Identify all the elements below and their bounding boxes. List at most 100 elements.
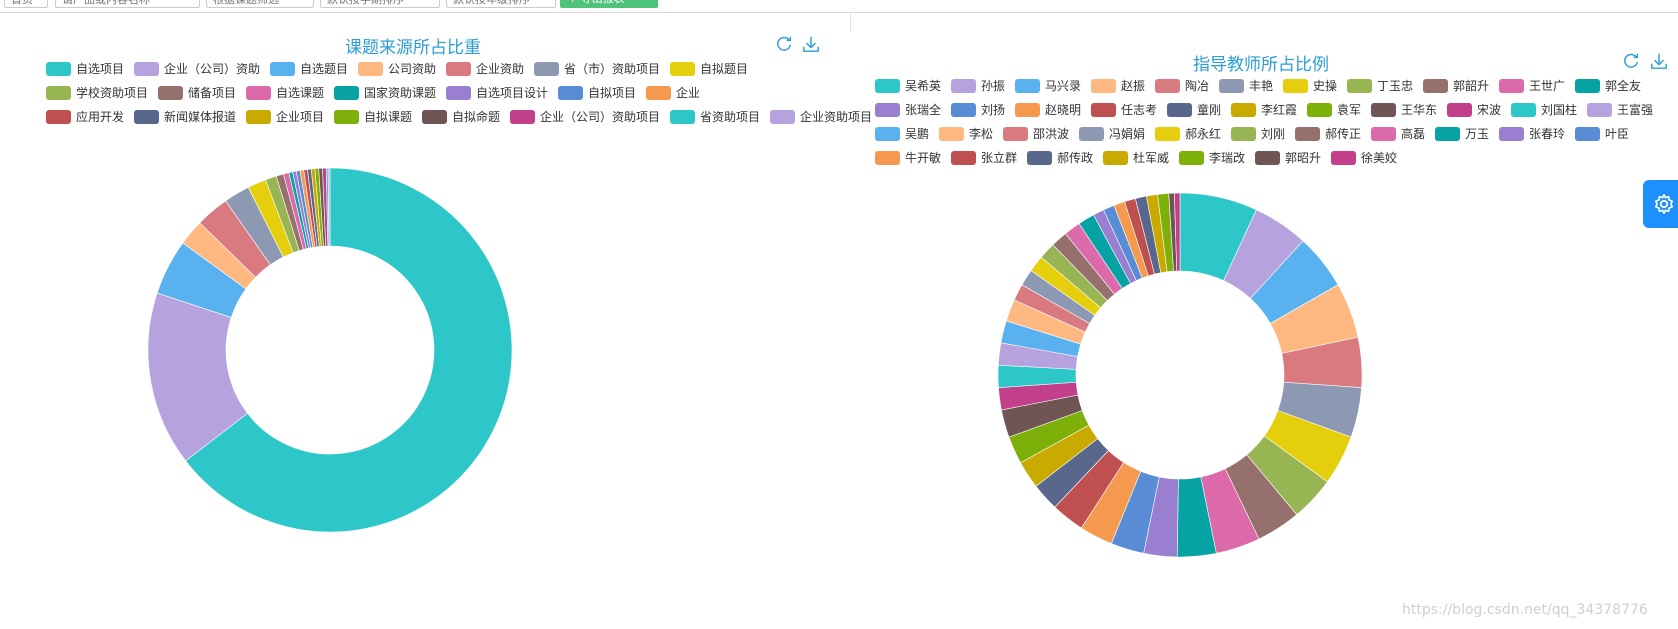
legend-item[interactable]: 郝传正 xyxy=(1295,125,1361,142)
legend-label: 自拟题目 xyxy=(700,62,749,76)
toolbar-select-5[interactable]: 默认按年级排序 xyxy=(446,0,556,8)
legend-swatch xyxy=(270,61,295,76)
download-icon[interactable] xyxy=(802,35,820,53)
legend-item[interactable]: 高磊 xyxy=(1371,125,1425,142)
legend-item[interactable]: 郝传政 xyxy=(1027,149,1093,166)
legend-label: 国家资助课题 xyxy=(364,86,437,100)
legend-swatch xyxy=(1575,78,1600,93)
legend-item[interactable]: 万玉 xyxy=(1435,125,1489,142)
legend-item[interactable]: 新闻媒体报道 xyxy=(134,108,236,125)
legend-item[interactable]: 企业资助项目 xyxy=(770,108,872,125)
legend-item[interactable]: 李瑞改 xyxy=(1179,149,1245,166)
legend-item[interactable]: 省资助项目 xyxy=(670,108,760,125)
legend-item[interactable]: 任志考 xyxy=(1091,101,1157,118)
legend-item[interactable]: 企业（公司）资助项目 xyxy=(510,108,660,125)
legend-item[interactable]: 自拟项目 xyxy=(558,84,636,101)
legend-item[interactable]: 赵晓明 xyxy=(1015,101,1081,118)
legend-label: 袁军 xyxy=(1337,103,1362,117)
legend-item[interactable]: 李松 xyxy=(939,125,993,142)
legend-item[interactable]: 杜军威 xyxy=(1103,149,1169,166)
legend-item[interactable]: 自选项目 xyxy=(46,60,124,77)
legend-swatch xyxy=(875,102,900,117)
legend-item[interactable]: 企业 xyxy=(646,84,700,101)
legend-item[interactable]: 刘扬 xyxy=(951,101,1005,118)
legend-item[interactable]: 史操 xyxy=(1283,77,1337,94)
legend-item[interactable]: 刘国柱 xyxy=(1511,101,1577,118)
donut-slice[interactable] xyxy=(327,167,331,247)
legend-item[interactable]: 储备项目 xyxy=(158,84,236,101)
panel-divider xyxy=(850,14,851,32)
legend-swatch xyxy=(334,85,359,100)
legend-item[interactable]: 丁玉忠 xyxy=(1347,77,1413,94)
legend-item[interactable]: 公司资助 xyxy=(358,60,436,77)
legend-item[interactable]: 马兴录 xyxy=(1015,77,1081,94)
legend-item[interactable]: 学校资助项目 xyxy=(46,84,148,101)
legend-item[interactable]: 吴鹏 xyxy=(875,125,929,142)
legend-item[interactable]: 郭韶升 xyxy=(1423,77,1489,94)
legend-item[interactable]: 牛开敏 xyxy=(875,149,941,166)
legend-item[interactable]: 企业项目 xyxy=(246,108,324,125)
legend-item[interactable]: 郝永红 xyxy=(1155,125,1221,142)
legend-swatch xyxy=(1255,150,1280,165)
legend-item[interactable]: 自选课题 xyxy=(246,84,324,101)
legend-item[interactable]: 李红霞 xyxy=(1231,101,1297,118)
legend-item[interactable]: 自拟课题 xyxy=(334,108,412,125)
legend-item[interactable]: 吴希英 xyxy=(875,77,941,94)
legend-item[interactable]: 张立群 xyxy=(951,149,1017,166)
legend-item[interactable]: 王世广 xyxy=(1499,77,1565,94)
legend-item[interactable]: 应用开发 xyxy=(46,108,124,125)
legend-swatch xyxy=(1307,102,1332,117)
legend-item[interactable]: 邵洪波 xyxy=(1003,125,1069,142)
toolbar-select-1[interactable]: 首页 xyxy=(4,0,48,8)
donut-chart-left xyxy=(147,167,513,533)
legend-item[interactable]: 王富强 xyxy=(1587,101,1653,118)
legend-item[interactable]: 徐美姣 xyxy=(1331,149,1397,166)
legend-label: 企业 xyxy=(676,86,701,100)
settings-button[interactable] xyxy=(1643,180,1678,228)
legend-label: 企业项目 xyxy=(276,110,325,124)
legend-label: 童刚 xyxy=(1197,103,1222,117)
legend-item[interactable]: 自选题目 xyxy=(270,60,348,77)
legend-item[interactable]: 童刚 xyxy=(1167,101,1221,118)
legend-item[interactable]: 陶冶 xyxy=(1155,77,1209,94)
legend-item[interactable]: 王华东 xyxy=(1371,101,1437,118)
legend-item[interactable]: 孙振 xyxy=(951,77,1005,94)
legend-item[interactable]: 企业（公司）资助 xyxy=(134,60,260,77)
legend-item[interactable]: 丰艳 xyxy=(1219,77,1273,94)
donut-slice[interactable] xyxy=(185,167,513,533)
legend-item[interactable]: 自拟命题 xyxy=(422,108,500,125)
legend-item[interactable]: 刘刚 xyxy=(1231,125,1285,142)
legend-item[interactable]: 郭全友 xyxy=(1575,77,1641,94)
toolbar-select-3[interactable]: 根据课题筛选 xyxy=(206,0,314,8)
legend-swatch xyxy=(1499,78,1524,93)
refresh-icon[interactable] xyxy=(775,35,793,53)
refresh-icon[interactable] xyxy=(1622,52,1640,70)
legend-swatch xyxy=(1575,126,1600,141)
donut-slice[interactable] xyxy=(1174,192,1181,272)
legend-label: 自拟课题 xyxy=(364,110,413,124)
legend-item[interactable]: 企业资助 xyxy=(446,60,524,77)
legend-swatch xyxy=(1231,126,1256,141)
legend-label: 企业（公司）资助项目 xyxy=(540,110,661,124)
toolbar-select-4[interactable]: 默认按学期排序 xyxy=(320,0,440,8)
legend-swatch xyxy=(646,85,671,100)
legend-item[interactable]: 宋波 xyxy=(1447,101,1501,118)
legend-item[interactable]: 赵振 xyxy=(1091,77,1145,94)
legend-item[interactable]: 张春玲 xyxy=(1499,125,1565,142)
legend-item[interactable]: 冯娟娟 xyxy=(1079,125,1145,142)
download-icon[interactable] xyxy=(1650,52,1668,70)
legend-item[interactable]: 叶臣 xyxy=(1575,125,1629,142)
toolbar-select-2[interactable]: 请产品或内容名称 xyxy=(55,0,200,8)
legend-label: 企业资助项目 xyxy=(800,110,873,124)
export-button[interactable]: + 导出报表 xyxy=(560,0,658,8)
legend-item[interactable]: 郭昭升 xyxy=(1255,149,1321,166)
legend-item[interactable]: 自拟题目 xyxy=(670,60,748,77)
legend-item[interactable]: 张瑞全 xyxy=(875,101,941,118)
legend-swatch xyxy=(1423,78,1448,93)
legend-item[interactable]: 国家资助课题 xyxy=(334,84,436,101)
legend-swatch xyxy=(1283,78,1308,93)
legend-swatch xyxy=(558,85,583,100)
legend-item[interactable]: 袁军 xyxy=(1307,101,1361,118)
legend-item[interactable]: 自选项目设计 xyxy=(446,84,548,101)
legend-item[interactable]: 省（市）资助项目 xyxy=(534,60,660,77)
